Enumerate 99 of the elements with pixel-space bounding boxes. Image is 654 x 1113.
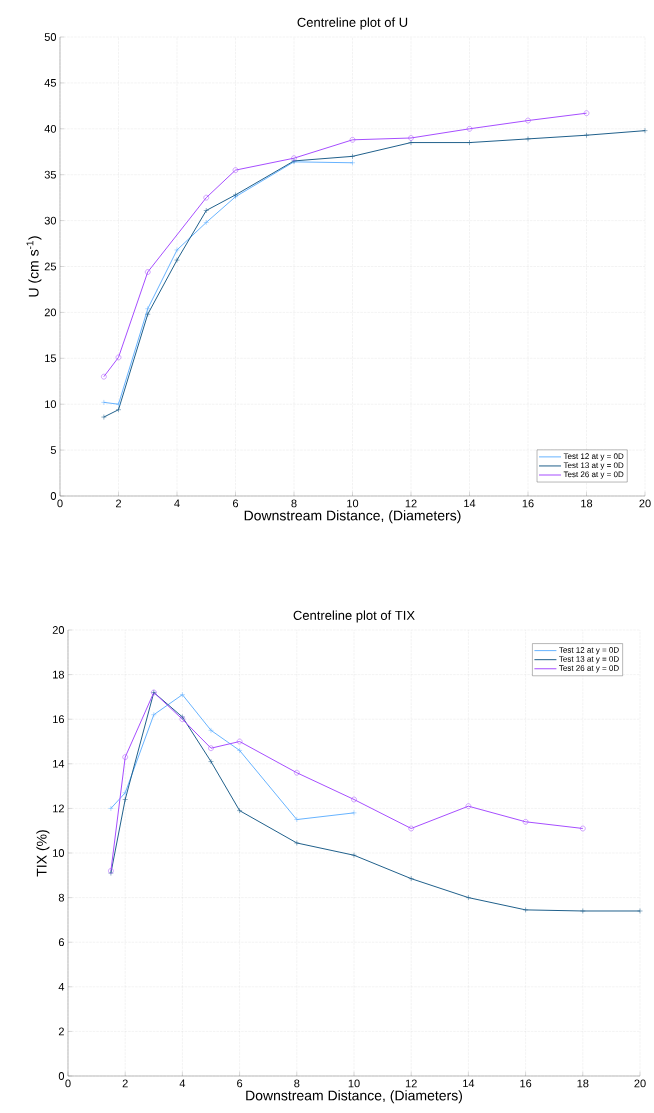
x-tick-label: 2 <box>115 499 121 508</box>
y-tick-label: 50 <box>44 33 56 41</box>
point <box>466 126 473 132</box>
point <box>293 769 300 776</box>
x-tick-label: 12 <box>405 1079 417 1088</box>
point <box>208 727 214 734</box>
point <box>408 825 414 832</box>
point <box>408 875 414 882</box>
y-tick-label: 4 <box>58 983 64 991</box>
point <box>293 840 300 846</box>
point <box>122 754 128 760</box>
y-axis-title: U (cm s$^{-1}$) <box>26 236 42 297</box>
x-tick-label: 20 <box>634 1079 646 1088</box>
legend-label: Test 13 at y = 0D <box>558 656 619 664</box>
chart-title: Centreline plot of TIX <box>293 610 415 623</box>
y-tick-label: 10 <box>44 400 56 409</box>
point <box>236 747 243 754</box>
point <box>208 745 214 751</box>
point <box>174 257 180 263</box>
x-tick-label: 20 <box>639 499 651 508</box>
x-tick-label: 6 <box>236 1079 242 1088</box>
point <box>408 135 414 141</box>
point <box>203 219 209 226</box>
point <box>465 894 471 901</box>
legend-label: Test 13 at y = 0D <box>563 462 624 470</box>
y-tick-label: 12 <box>52 804 64 813</box>
point <box>236 807 243 814</box>
y-tick-label: 35 <box>44 170 56 179</box>
x-tick-label: 8 <box>291 499 297 508</box>
point <box>115 401 122 407</box>
x-tick-label: 8 <box>294 1079 300 1088</box>
y-tick-label: 30 <box>44 216 56 225</box>
x-tick-label: 16 <box>522 499 534 508</box>
y-tick-label: 2 <box>58 1027 64 1036</box>
chart-title: Centreline plot of U <box>297 17 407 30</box>
y-tick-label: 15 <box>44 354 56 363</box>
point <box>122 790 128 796</box>
y-tick-label: 14 <box>52 760 64 768</box>
y-tick-label: 10 <box>52 849 64 857</box>
point <box>208 758 214 765</box>
point <box>144 311 151 317</box>
point <box>174 247 180 253</box>
point <box>349 153 356 160</box>
legend-label: Test 12 at y = 0D <box>563 453 624 461</box>
y-tick-label: 18 <box>52 670 64 679</box>
y-tick-label: 45 <box>44 79 56 87</box>
legend-label: Test 12 at y = 0D <box>558 647 619 655</box>
point <box>522 907 529 913</box>
y-axis-title: TIX (%) <box>36 830 50 877</box>
x-tick-label: 2 <box>122 1079 128 1088</box>
y-tick-label: 5 <box>50 446 56 454</box>
point <box>525 136 531 142</box>
y-tick-label: 16 <box>52 715 64 724</box>
y-tick-label: 8 <box>58 893 64 902</box>
x-tick-label: 4 <box>173 499 180 508</box>
y-tick-label: 25 <box>44 262 56 271</box>
point <box>583 132 590 138</box>
point <box>351 796 357 803</box>
x-axis-title: Downstream Distance, (Diameters) <box>244 510 461 524</box>
point <box>150 712 157 718</box>
y-tick-label: 0 <box>58 1072 64 1080</box>
x-tick-label: 10 <box>347 499 358 508</box>
point <box>349 137 356 143</box>
legend-label: Test 26 at y = 0D <box>563 471 624 479</box>
point <box>293 816 300 823</box>
point <box>525 117 531 124</box>
point <box>522 819 529 825</box>
x-tick-label: 0 <box>65 1079 71 1088</box>
y-tick-label: 0 <box>50 492 56 500</box>
point <box>179 691 185 698</box>
point <box>236 738 243 745</box>
x-tick-label: 14 <box>464 499 476 508</box>
point <box>144 305 151 312</box>
x-tick-label: 18 <box>581 499 592 508</box>
point <box>232 167 239 173</box>
y-tick-label: 40 <box>44 124 56 133</box>
y-tick-label: 6 <box>58 938 64 947</box>
point <box>203 194 209 201</box>
x-tick-label: 16 <box>520 1079 532 1088</box>
point <box>144 269 151 275</box>
point <box>466 139 473 146</box>
x-tick-label: 18 <box>577 1079 589 1088</box>
y-tick-label: 20 <box>44 308 56 317</box>
point <box>465 803 471 809</box>
point <box>115 354 122 361</box>
point <box>115 406 122 413</box>
x-tick-label: 4 <box>179 1079 185 1088</box>
legend-label: Test 26 at y = 0D <box>558 665 619 673</box>
x-tick-label: 10 <box>348 1079 360 1088</box>
point <box>351 852 357 858</box>
x-tick-label: 12 <box>405 499 417 508</box>
x-tick-label: 6 <box>232 499 238 508</box>
point <box>408 139 414 146</box>
y-tick-label: 20 <box>52 626 64 634</box>
point <box>122 796 128 803</box>
point <box>579 908 586 914</box>
x-axis-title: Downstream Distance, (Diameters) <box>246 1090 462 1104</box>
point <box>203 207 209 214</box>
x-tick-label: 14 <box>462 1079 474 1088</box>
